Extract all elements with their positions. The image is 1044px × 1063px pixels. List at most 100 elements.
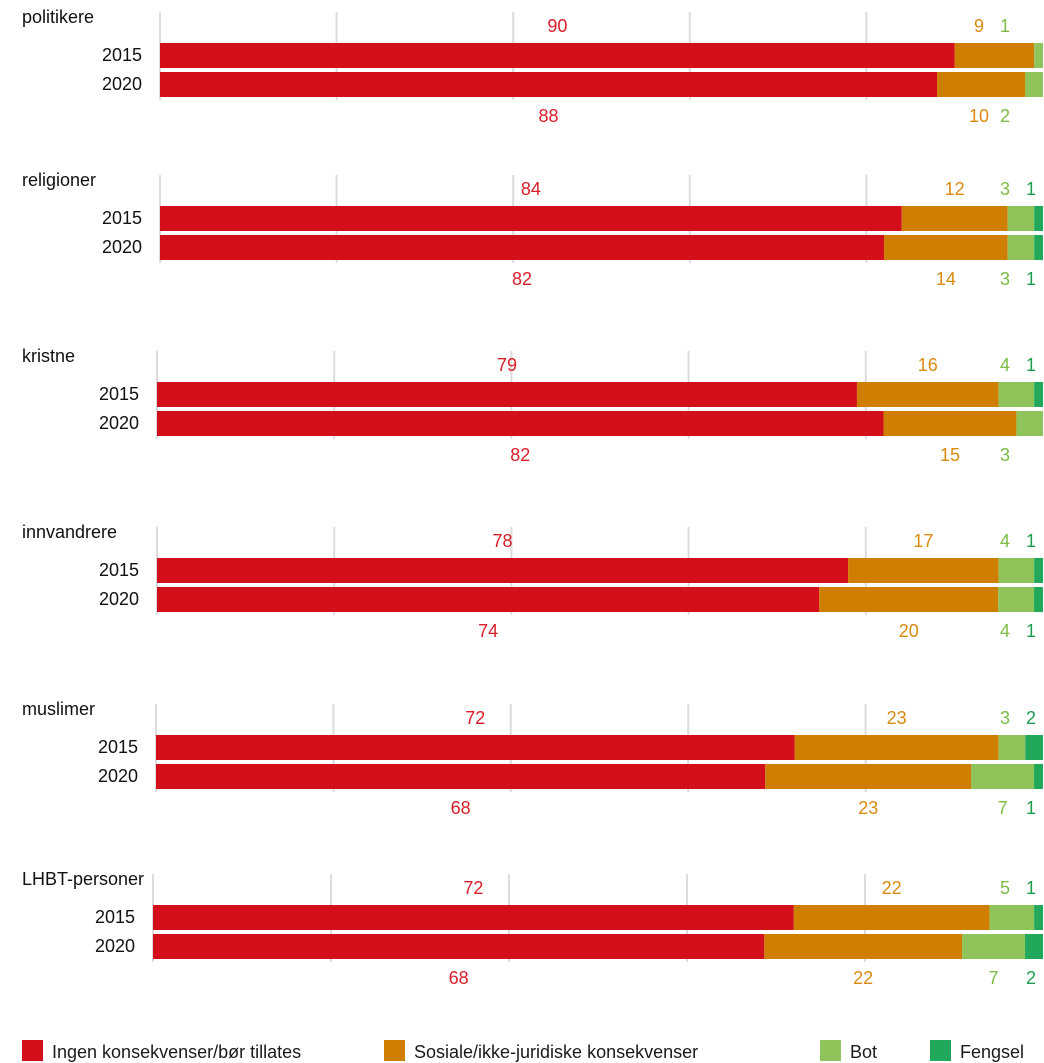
bar-innvandrere-2015-sosiale-ikke-juridiske-konsekvenser <box>848 558 999 583</box>
data-label-politikere-2020-bot: 2 <box>1000 106 1010 126</box>
bar-religioner-2020-bot <box>1007 235 1035 260</box>
bar-religioner-2020-sosiale-ikke-juridiske-konsekvenser <box>884 235 1008 260</box>
bar-religioner-2015-sosiale-ikke-juridiske-konsekvenser <box>901 206 1008 231</box>
data-label-politikere-2015-sosiale-ikke-juridiske-konsekvenser: 9 <box>974 16 984 36</box>
bar-religioner-2015-ingen-konsekvenser-b-r-tillates <box>160 206 902 231</box>
data-label-muslimer-2020-fengsel: 1 <box>1026 798 1036 818</box>
data-label-kristne-2020-bot: 3 <box>1000 445 1010 465</box>
year-label-kristne-2015: 2015 <box>99 384 139 404</box>
bar-lhbt-personer-2020-sosiale-ikke-juridiske-konsekvenser <box>764 934 963 959</box>
bar-lhbt-personer-2015-bot <box>989 905 1035 930</box>
bar-innvandrere-2015-ingen-konsekvenser-b-r-tillates <box>157 558 849 583</box>
data-label-muslimer-2020-ingen-konsekvenser-b-r-tillates: 68 <box>451 798 471 818</box>
bar-lhbt-personer-2020-bot <box>962 934 1026 959</box>
legend-swatch-fine <box>820 1040 841 1061</box>
year-label-politikere-2020: 2020 <box>102 74 142 94</box>
data-label-innvandrere-2020-bot: 4 <box>1000 621 1010 641</box>
data-label-lhbt-personer-2020-sosiale-ikke-juridiske-konsekvenser: 22 <box>853 968 873 988</box>
bar-muslimer-2020-bot <box>971 764 1035 789</box>
group-label-lhbt-personer: LHBT-personer <box>22 869 144 889</box>
bar-religioner-2020-ingen-konsekvenser-b-r-tillates <box>160 235 885 260</box>
data-label-lhbt-personer-2020-bot: 7 <box>989 968 999 988</box>
data-label-politikere-2015-ingen-konsekvenser-b-r-tillates: 90 <box>547 16 567 36</box>
group-label-religioner: religioner <box>22 170 96 190</box>
data-label-muslimer-2015-ingen-konsekvenser-b-r-tillates: 72 <box>465 708 485 728</box>
data-label-innvandrere-2020-fengsel: 1 <box>1026 621 1036 641</box>
legend-label-none: Ingen konsekvenser/bør tillates <box>52 1042 302 1062</box>
data-label-muslimer-2015-sosiale-ikke-juridiske-konsekvenser: 23 <box>887 708 907 728</box>
data-label-religioner-2015-sosiale-ikke-juridiske-konsekvenser: 12 <box>945 179 965 199</box>
data-label-kristne-2015-fengsel: 1 <box>1026 355 1036 375</box>
bar-politikere-2015-ingen-konsekvenser-b-r-tillates <box>160 43 955 68</box>
legend-label-prison: Fengsel <box>960 1042 1025 1062</box>
data-label-politikere-2015-bot: 1 <box>1000 16 1010 36</box>
data-label-kristne-2015-sosiale-ikke-juridiske-konsekvenser: 16 <box>918 355 938 375</box>
data-label-religioner-2020-fengsel: 1 <box>1026 269 1036 289</box>
data-label-religioner-2015-ingen-konsekvenser-b-r-tillates: 84 <box>521 179 541 199</box>
year-label-innvandrere-2020: 2020 <box>99 589 139 609</box>
bar-politikere-2015-bot <box>1034 43 1043 68</box>
bar-lhbt-personer-2015-fengsel <box>1034 905 1043 930</box>
data-label-lhbt-personer-2020-ingen-konsekvenser-b-r-tillates: 68 <box>449 968 469 988</box>
data-label-politikere-2020-sosiale-ikke-juridiske-konsekvenser: 10 <box>969 106 989 126</box>
bar-religioner-2015-bot <box>1007 206 1035 231</box>
bar-innvandrere-2015-bot <box>998 558 1035 583</box>
year-label-lhbt-personer-2015: 2015 <box>95 907 135 927</box>
bar-kristne-2020-sosiale-ikke-juridiske-konsekvenser <box>883 411 1017 436</box>
bar-politikere-2015-sosiale-ikke-juridiske-konsekvenser <box>954 43 1035 68</box>
group-label-politikere: politikere <box>22 7 94 27</box>
group-label-muslimer: muslimer <box>22 699 95 719</box>
bar-muslimer-2015-bot <box>998 735 1026 760</box>
bar-muslimer-2020-sosiale-ikke-juridiske-konsekvenser <box>765 764 972 789</box>
bar-politikere-2020-bot <box>1025 72 1043 97</box>
year-label-muslimer-2015: 2015 <box>98 737 138 757</box>
data-label-kristne-2020-sosiale-ikke-juridiske-konsekvenser: 15 <box>940 445 960 465</box>
data-label-politikere-2020-ingen-konsekvenser-b-r-tillates: 88 <box>539 106 559 126</box>
bar-innvandrere-2015-fengsel <box>1034 558 1043 583</box>
data-label-muslimer-2020-sosiale-ikke-juridiske-konsekvenser: 23 <box>858 798 878 818</box>
data-label-lhbt-personer-2020-fengsel: 2 <box>1026 968 1036 988</box>
legend: Ingen konsekvenser/bør tillates Sosiale/… <box>22 1036 1044 1062</box>
data-label-innvandrere-2015-ingen-konsekvenser-b-r-tillates: 78 <box>493 531 513 551</box>
bar-muslimer-2015-ingen-konsekvenser-b-r-tillates <box>156 735 795 760</box>
group-label-innvandrere: innvandrere <box>22 522 117 542</box>
bar-lhbt-personer-2020-fengsel <box>1025 934 1043 959</box>
data-label-innvandrere-2020-ingen-konsekvenser-b-r-tillates: 74 <box>478 621 498 641</box>
stacked-bar-chart: politikere20151990202021088religioner201… <box>22 7 1043 988</box>
bar-kristne-2015-sosiale-ikke-juridiske-konsekvenser <box>856 382 999 407</box>
bar-lhbt-personer-2020-ingen-konsekvenser-b-r-tillates <box>153 934 765 959</box>
data-label-religioner-2020-sosiale-ikke-juridiske-konsekvenser: 14 <box>936 269 956 289</box>
legend-label-fine: Bot <box>850 1042 878 1062</box>
bar-kristne-2020-ingen-konsekvenser-b-r-tillates <box>157 411 884 436</box>
data-label-kristne-2020-ingen-konsekvenser-b-r-tillates: 82 <box>510 445 530 465</box>
data-label-religioner-2015-bot: 3 <box>1000 179 1010 199</box>
year-label-religioner-2015: 2015 <box>102 208 142 228</box>
data-label-religioner-2015-fengsel: 1 <box>1026 179 1036 199</box>
bar-innvandrere-2020-ingen-konsekvenser-b-r-tillates <box>157 587 820 612</box>
bar-kristne-2015-ingen-konsekvenser-b-r-tillates <box>157 382 857 407</box>
bar-innvandrere-2020-sosiale-ikke-juridiske-konsekvenser <box>819 587 999 612</box>
data-label-lhbt-personer-2015-sosiale-ikke-juridiske-konsekvenser: 22 <box>882 878 902 898</box>
data-label-kristne-2015-ingen-konsekvenser-b-r-tillates: 79 <box>497 355 517 375</box>
data-label-innvandrere-2020-sosiale-ikke-juridiske-konsekvenser: 20 <box>899 621 919 641</box>
bar-lhbt-personer-2015-ingen-konsekvenser-b-r-tillates <box>153 905 794 930</box>
legend-swatch-social <box>384 1040 405 1061</box>
year-label-innvandrere-2015: 2015 <box>99 560 139 580</box>
data-label-lhbt-personer-2015-bot: 5 <box>1000 878 1010 898</box>
data-label-religioner-2020-bot: 3 <box>1000 269 1010 289</box>
year-label-lhbt-personer-2020: 2020 <box>95 936 135 956</box>
bar-politikere-2020-sosiale-ikke-juridiske-konsekvenser <box>937 72 1026 97</box>
year-label-muslimer-2020: 2020 <box>98 766 138 786</box>
data-label-innvandrere-2015-bot: 4 <box>1000 531 1010 551</box>
bar-kristne-2015-fengsel <box>1034 382 1043 407</box>
bar-religioner-2020-fengsel <box>1034 235 1043 260</box>
data-label-muslimer-2015-fengsel: 2 <box>1026 708 1036 728</box>
data-label-muslimer-2020-bot: 7 <box>998 798 1008 818</box>
bar-muslimer-2020-fengsel <box>1034 764 1043 789</box>
legend-label-social: Sosiale/ikke-juridiske konsekvenser <box>414 1042 699 1062</box>
group-label-kristne: kristne <box>22 346 75 366</box>
bar-lhbt-personer-2015-sosiale-ikke-juridiske-konsekvenser <box>793 905 990 930</box>
data-label-innvandrere-2015-sosiale-ikke-juridiske-konsekvenser: 17 <box>913 531 933 551</box>
bar-innvandrere-2020-bot <box>998 587 1035 612</box>
bar-innvandrere-2020-fengsel <box>1034 587 1043 612</box>
